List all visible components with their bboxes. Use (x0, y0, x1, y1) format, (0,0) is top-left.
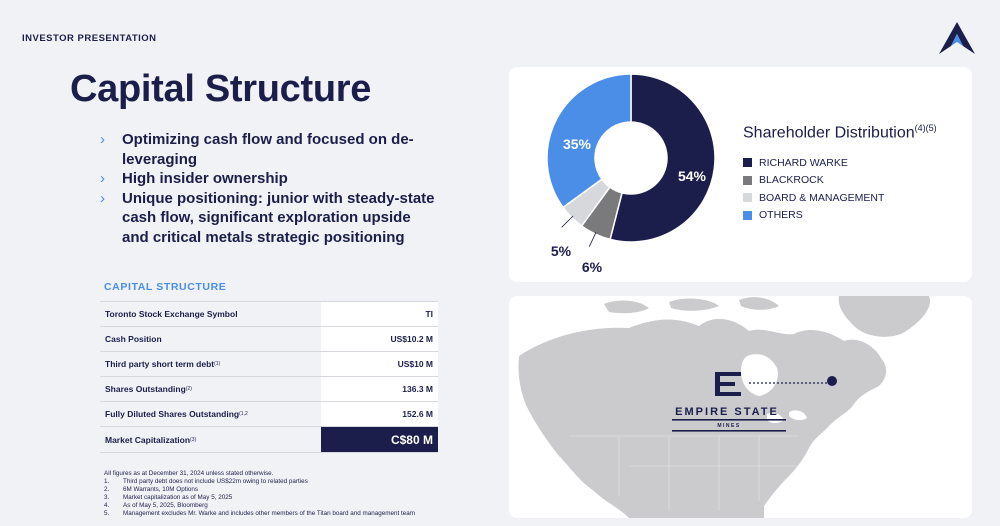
header-label: INVESTOR PRESENTATION (22, 33, 157, 44)
footnote-item: 2. 6M Warrants, 10M Options (104, 486, 199, 493)
capital-structure-table: Toronto Stock Exchange Symbol TI Cash Po… (100, 301, 438, 453)
row-value: TI (321, 302, 438, 326)
bullet-text: Optimizing cash flow and focused on de-l… (122, 131, 414, 168)
legend-item: RICHARD WARKE (743, 154, 884, 172)
footnote-item: 5. Management excludes Mr. Warke and incl… (104, 510, 416, 517)
titan-logo-icon (939, 22, 975, 54)
bullet-list: › Optimizing cash flow and focused on de… (100, 130, 440, 247)
footnote-item: 1. Third party debt does not include US$2… (104, 478, 308, 485)
slice-label: 35% (563, 136, 592, 152)
legend-swatch (743, 175, 752, 185)
row-label: Market Capitalization (3) (100, 427, 321, 452)
mine-location-marker (827, 376, 837, 386)
table-row: Fully Diluted Shares Outstanding (1,2 152… (100, 401, 438, 426)
row-label: Third party short term debt (1) (100, 352, 321, 376)
table-row: Cash Position US$10.2 M (100, 326, 438, 351)
bullet-text: Unique positioning: junior with steady-s… (122, 189, 435, 246)
brand-name: EMPIRE STATE (675, 406, 779, 418)
chart-legend: RICHARD WARKE BLACKROCK BOARD & MANAGEME… (743, 154, 884, 224)
chevron-right-icon: › (100, 189, 105, 207)
bullet-item: › Unique positioning: junior with steady… (100, 189, 440, 248)
empire-state-mines-logo-icon (715, 372, 741, 396)
row-label: Toronto Stock Exchange Symbol (100, 302, 321, 326)
row-value: C$80 M (321, 427, 438, 452)
table-row-highlight: Market Capitalization (3) C$80 M (100, 426, 438, 453)
table-row: Shares Outstanding (2) 136.3 M (100, 376, 438, 401)
legend-swatch (743, 158, 752, 168)
footnotes: All figures as at December 31, 2024 unle… (104, 470, 484, 518)
bullet-item: › High insider ownership (100, 169, 440, 189)
slice-label: 6% (582, 259, 603, 275)
state-borders (569, 435, 799, 511)
legend-swatch (743, 210, 752, 220)
legend-item: OTHERS (743, 207, 884, 225)
hudson-bay (741, 354, 778, 396)
footnote-item: 4. As of May 5, 2025, Bloomberg (104, 502, 208, 509)
legend-swatch (743, 193, 752, 203)
north-america-map: EMPIRE STATE MINES (518, 296, 930, 518)
land-greenland (838, 296, 930, 337)
pie-slice (546, 73, 632, 209)
slice-label: 54% (678, 168, 707, 184)
shareholder-pie-chart: 54% 6% 5% 35% (546, 73, 716, 275)
row-label: Shares Outstanding (2) (100, 377, 321, 401)
row-value: 152.6 M (321, 402, 438, 426)
footnote-intro: All figures as at December 31, 2024 unle… (104, 470, 274, 477)
table-row: Toronto Stock Exchange Symbol TI (100, 301, 438, 326)
brand-underline (672, 430, 786, 432)
legend-item: BOARD & MANAGEMENT (743, 189, 884, 207)
chart-title: Shareholder Distribution(4)(5) (743, 123, 937, 142)
brand-subname: MINES (717, 423, 740, 429)
footnote-item: 3. Market capitalization as of May 5, 202… (104, 494, 233, 501)
page-title: Capital Structure (70, 68, 372, 110)
table-row: Third party short term debt (1) US$10 M (100, 351, 438, 376)
row-value: 136.3 M (321, 377, 438, 401)
bullet-item: › Optimizing cash flow and focused on de… (100, 130, 440, 169)
land-north-america (518, 318, 887, 518)
land-arctic-islands (604, 297, 779, 314)
pie-slice (609, 73, 716, 243)
map-card: EMPIRE STATE MINES (509, 296, 972, 518)
label-leader-line (588, 232, 597, 247)
row-value: US$10.2 M (321, 327, 438, 351)
row-label: Fully Diluted Shares Outstanding (1,2 (100, 402, 321, 426)
brand-underline (672, 419, 786, 421)
shareholder-distribution-card: 54% 6% 5% 35% Shareholder Distribution(4)(5… (509, 67, 972, 282)
slice-label: 5% (551, 243, 572, 259)
row-value: US$10 M (321, 352, 438, 376)
legend-item: BLACKROCK (743, 172, 884, 190)
bullet-text: High insider ownership (122, 170, 288, 187)
chevron-right-icon: › (100, 131, 105, 148)
capital-structure-heading: CAPITAL STRUCTURE (104, 281, 227, 293)
row-label: Cash Position (100, 327, 321, 351)
chevron-right-icon: › (100, 170, 105, 187)
label-leader-line (561, 215, 574, 228)
